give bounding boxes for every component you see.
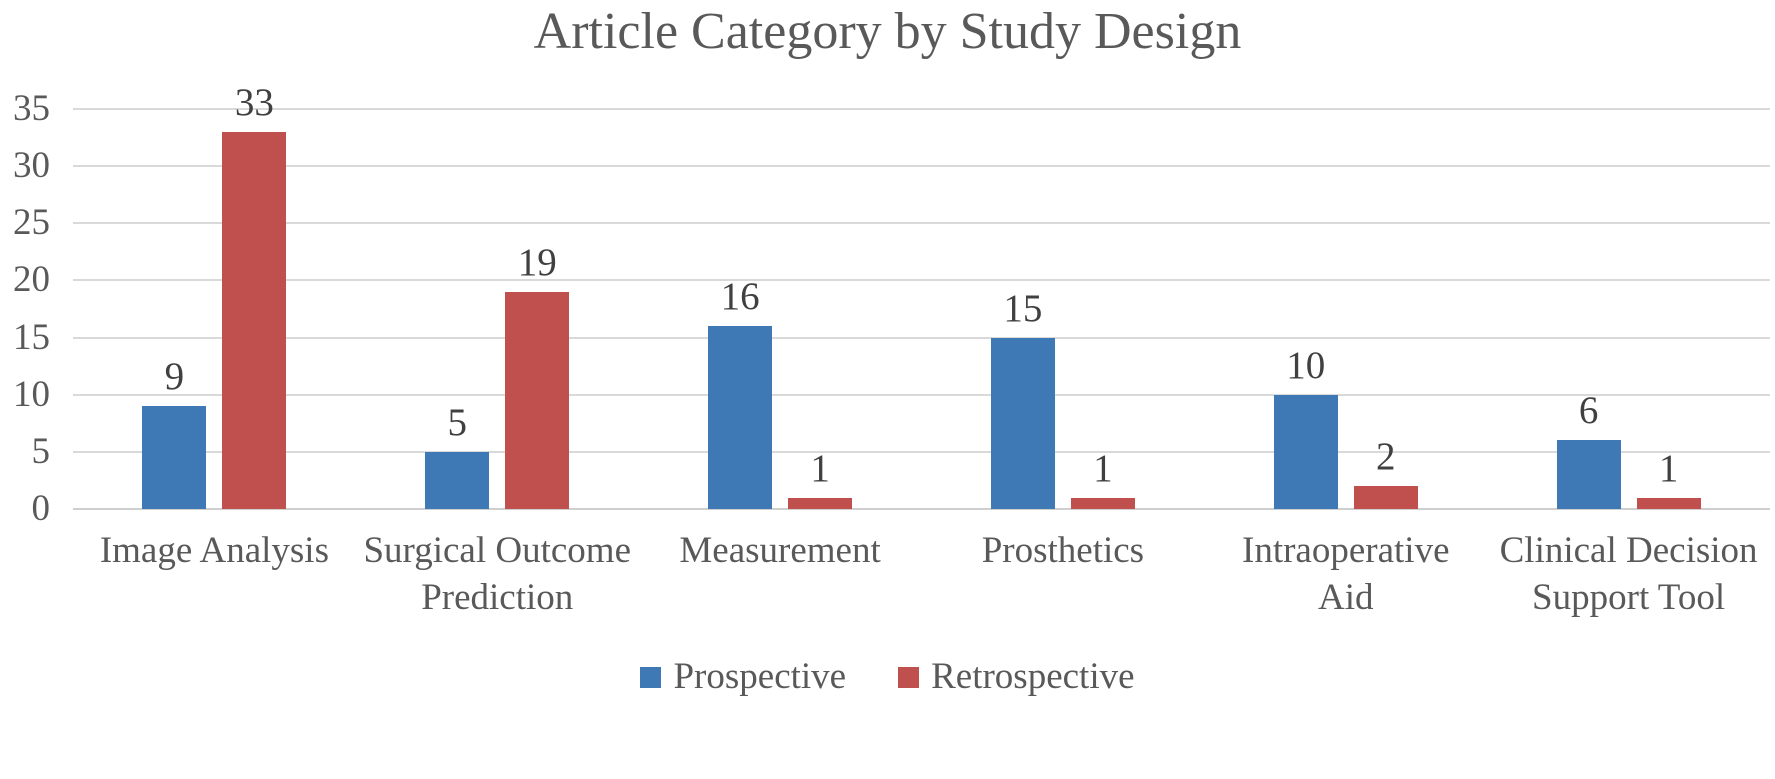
bar-prospective xyxy=(1556,440,1621,509)
category-label: Intraoperative Aid xyxy=(1201,527,1491,621)
y-tick-label: 35 xyxy=(13,88,50,129)
category-label-line: Clinical Decision xyxy=(1499,530,1758,571)
category-label: Prosthetics xyxy=(918,527,1208,574)
bar-value-label: 10 xyxy=(1286,343,1326,387)
bar-value-label: 1 xyxy=(1093,446,1113,490)
bar-retrospective xyxy=(788,497,853,509)
bar-retrospective xyxy=(505,291,570,509)
gridline xyxy=(73,508,1770,510)
bar-retrospective xyxy=(1636,497,1701,509)
chart-title: Article Category by Study Design xyxy=(533,3,1242,60)
y-tick-label: 10 xyxy=(13,373,50,415)
category-label: Measurement xyxy=(635,527,925,574)
category-label-line: Image Analysis xyxy=(99,530,329,571)
bar-value-label: 5 xyxy=(447,400,468,444)
gridline xyxy=(73,393,1770,396)
bar-value-label: 6 xyxy=(1578,389,1599,433)
bar-prospective xyxy=(425,451,490,509)
bar-value-label: 1 xyxy=(1658,446,1679,490)
category-label: Image Analysis xyxy=(69,527,359,574)
y-tick-label: 25 xyxy=(13,202,50,244)
legend-label: Prospective xyxy=(673,656,847,697)
category-label-line: Intraoperative xyxy=(1242,530,1450,571)
bar-value-label: 9 xyxy=(164,355,185,399)
category-label-line: Aid xyxy=(1318,577,1374,618)
bar-value-label: 19 xyxy=(517,240,557,284)
category-label: Clinical Decision Support Tool xyxy=(1484,527,1774,621)
gridline xyxy=(73,165,1770,168)
category-label-line: Prosthetics xyxy=(981,530,1145,571)
bar-value-label: 15 xyxy=(1003,286,1043,330)
bar-prospective xyxy=(142,406,207,509)
bar-value-label: 33 xyxy=(234,80,274,124)
bar-retrospective xyxy=(1353,486,1418,509)
legend-label: Retrospective xyxy=(931,656,1135,697)
category-label-line: Prediction xyxy=(421,577,574,618)
legend-item-retrospective: Retrospective xyxy=(898,655,1135,699)
y-tick-label: 0 xyxy=(31,488,51,529)
bar-prospective xyxy=(990,337,1055,509)
bar-prospective xyxy=(708,326,773,509)
category-label: Surgical Outcome Prediction xyxy=(352,527,642,621)
bar-retrospective xyxy=(222,131,287,509)
gridline xyxy=(73,222,1770,225)
bar-value-label: 1 xyxy=(810,446,830,490)
legend-swatch-retrospective xyxy=(898,666,920,688)
y-tick-label: 30 xyxy=(13,145,50,187)
y-tick-label: 15 xyxy=(13,316,50,358)
bar-value-label: 16 xyxy=(720,275,760,319)
category-label-line: Measurement xyxy=(679,530,881,571)
category-label-line: Surgical Outcome xyxy=(363,530,631,571)
category-label-line: Support Tool xyxy=(1532,577,1726,618)
gridline xyxy=(73,450,1770,453)
legend: Prospective Retrospective xyxy=(0,655,1775,699)
y-tick-label: 20 xyxy=(13,259,50,301)
bar-retrospective xyxy=(1070,497,1135,509)
gridline xyxy=(73,279,1770,282)
gridline xyxy=(73,336,1770,339)
bar-value-label: 2 xyxy=(1376,435,1396,479)
legend-item-prospective: Prospective xyxy=(640,655,846,699)
gridline xyxy=(73,108,1770,110)
legend-swatch-prospective xyxy=(640,666,662,688)
bar-prospective xyxy=(1273,394,1338,509)
y-tick-label: 5 xyxy=(31,430,51,472)
